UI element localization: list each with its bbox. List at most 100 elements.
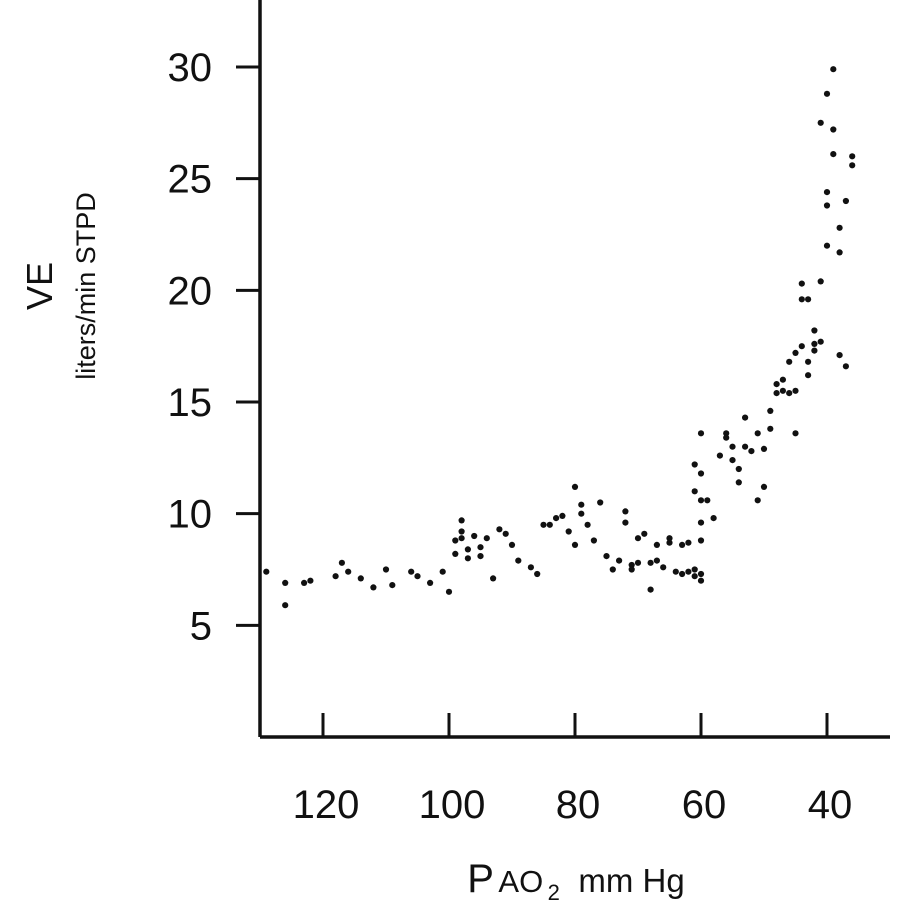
x-tick-label: 120 (293, 783, 360, 827)
data-point (811, 327, 818, 334)
data-point (571, 541, 579, 549)
data-point (565, 528, 572, 535)
data-point (679, 570, 686, 578)
data-point (496, 526, 503, 533)
data-point (458, 528, 465, 535)
data-point (792, 430, 799, 437)
data-point (622, 508, 629, 515)
data-point (754, 497, 761, 504)
data-point (301, 579, 308, 587)
data-point (628, 561, 635, 569)
y-tick-label: 30 (168, 46, 213, 90)
data-point (414, 573, 421, 580)
x-ticks: 120 100 80 60 40 (293, 713, 853, 827)
data-point (704, 497, 711, 504)
data-point (735, 479, 742, 486)
data-point (634, 535, 642, 542)
data-point (571, 483, 579, 490)
data-point (691, 566, 698, 573)
data-point (697, 497, 705, 504)
data-point (685, 568, 692, 575)
data-point (805, 358, 812, 365)
data-point (798, 296, 805, 303)
data-point (849, 153, 856, 160)
data-point (634, 559, 642, 566)
data-point (590, 537, 598, 544)
data-point (830, 126, 837, 133)
data-point (685, 539, 692, 546)
data-point (445, 588, 453, 595)
y-tick-label: 25 (168, 158, 213, 202)
data-point (830, 66, 837, 73)
data-point (779, 376, 787, 383)
x-axis-label-p: P (467, 857, 494, 901)
data-point (452, 550, 459, 558)
data-point (307, 577, 314, 584)
data-point (716, 452, 724, 459)
data-point (786, 390, 793, 397)
data-point (471, 532, 478, 540)
data-point (842, 197, 850, 205)
data-point (773, 390, 780, 397)
data-point (823, 202, 831, 209)
data-point (477, 544, 484, 551)
data-point (578, 510, 585, 517)
data-point (697, 430, 705, 437)
data-point (697, 577, 705, 584)
data-point (357, 575, 364, 582)
data-point (628, 566, 635, 573)
data-point (805, 296, 812, 303)
data-point (748, 448, 755, 455)
data-point (653, 557, 661, 564)
data-point (616, 557, 623, 564)
data-point (842, 363, 850, 370)
data-point (836, 224, 843, 231)
data-point (370, 584, 377, 591)
x-tick-label: 80 (556, 783, 601, 827)
data-point (622, 519, 629, 526)
data-point (464, 546, 471, 553)
y-tick-label: 5 (190, 604, 212, 648)
data-point (760, 483, 768, 490)
data-point (729, 457, 736, 464)
y-tick-label: 10 (168, 493, 213, 537)
data-point (534, 570, 541, 578)
x-tick-label: 100 (419, 783, 486, 827)
data-point (691, 488, 698, 495)
data-point (786, 358, 793, 365)
data-point (578, 501, 585, 508)
data-point (483, 535, 490, 542)
data-point (553, 515, 560, 522)
data-point (697, 470, 705, 477)
data-point (458, 535, 465, 542)
data-point (849, 162, 856, 169)
data-point (723, 434, 730, 441)
data-point (805, 372, 812, 379)
data-point (641, 530, 648, 537)
data-points (263, 66, 856, 609)
y-ticks: 5 10 15 20 25 30 (168, 46, 260, 648)
y-axis-label: VE (19, 262, 60, 310)
data-point (691, 461, 698, 468)
data-point (647, 559, 654, 566)
data-point (823, 189, 831, 196)
data-point (830, 151, 837, 158)
data-point (679, 541, 686, 549)
data-point (389, 582, 396, 589)
data-point (691, 573, 698, 580)
data-point (697, 570, 705, 578)
data-point (540, 521, 547, 528)
data-point (773, 381, 780, 388)
y-axis-sublabel: liters/min STPD (71, 192, 101, 380)
data-point (817, 278, 824, 285)
data-point (477, 553, 484, 560)
data-point (798, 343, 805, 350)
data-point (729, 443, 736, 450)
x-tick-label: 60 (682, 783, 727, 827)
axes (258, 0, 890, 739)
data-point (502, 530, 509, 537)
data-point (836, 249, 843, 256)
data-point (527, 564, 535, 571)
x-tick-label: 40 (808, 783, 853, 827)
data-point (263, 568, 270, 575)
